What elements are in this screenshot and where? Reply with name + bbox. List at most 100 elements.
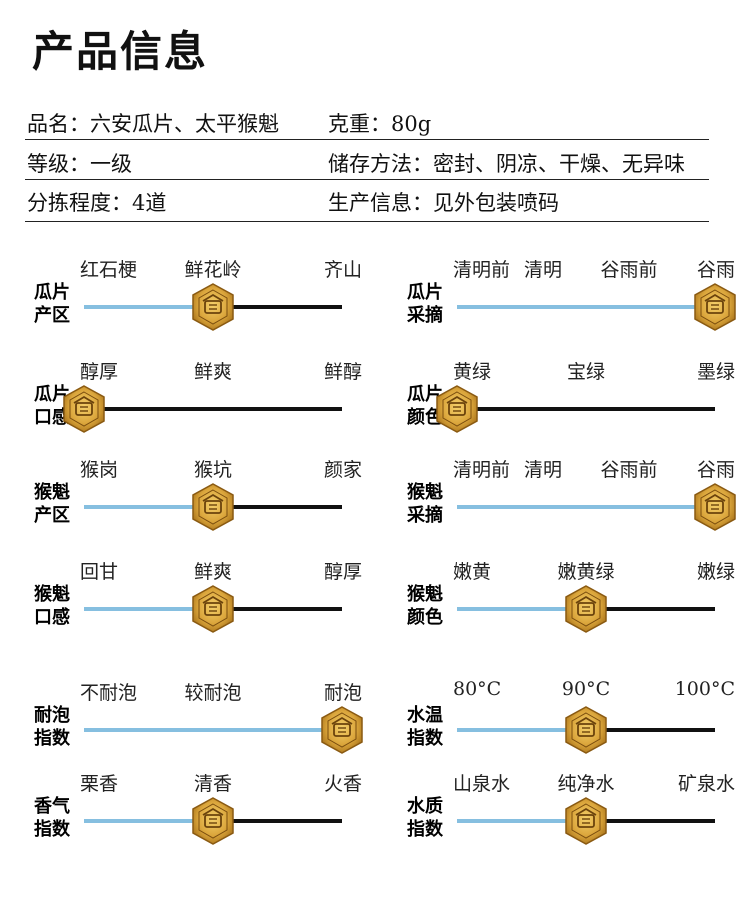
slider-label: 瓜片 颜色 bbox=[395, 383, 455, 429]
info-name-label: 品名： bbox=[27, 112, 90, 136]
slider-label-line: 口感 bbox=[34, 607, 70, 628]
slider-option: 谷雨 bbox=[696, 459, 735, 481]
slider-option: 墨绿 bbox=[696, 361, 735, 383]
hexagon-tea-emblem-icon[interactable] bbox=[62, 385, 106, 433]
hexagon-tea-emblem-icon[interactable] bbox=[191, 283, 235, 331]
slider-label: 瓜片 产区 bbox=[22, 281, 82, 327]
slider-option: 齐山 bbox=[323, 259, 362, 281]
info-weight: 克重：80g bbox=[328, 108, 431, 138]
slider-label: 猴魁 产区 bbox=[22, 481, 82, 527]
slider-水温指数: 水温 指数 80°C 90°C 100°C bbox=[395, 678, 735, 758]
slider-option: 清明 bbox=[523, 459, 563, 481]
slider-option: 鲜爽 bbox=[193, 361, 233, 383]
slider-label: 耐泡 指数 bbox=[22, 704, 82, 750]
slider-瓜片采摘: 瓜片 采摘 清明前 清明 谷雨前 谷雨 bbox=[395, 255, 737, 335]
slider-option: 醇厚 bbox=[80, 361, 119, 383]
hexagon-tea-emblem-icon[interactable] bbox=[191, 585, 235, 633]
slider-option: 80°C bbox=[453, 678, 502, 700]
slider-option: 嫩绿 bbox=[696, 561, 735, 583]
info-grade-label: 等级： bbox=[27, 152, 90, 176]
info-grade: 等级：一级 bbox=[27, 148, 132, 178]
info-name: 品名：六安瓜片、太平猴魁 bbox=[27, 108, 279, 138]
slider-label-line: 香气 bbox=[34, 796, 70, 817]
slider-香气指数: 香气 指数 栗香 清香 火香 bbox=[22, 769, 362, 849]
slider-label-line: 产区 bbox=[34, 305, 70, 326]
slider-option: 耐泡 bbox=[323, 682, 362, 704]
slider-label: 猴魁 采摘 bbox=[395, 481, 455, 527]
info-storage-label: 储存方法： bbox=[328, 152, 433, 176]
slider-option: 猴坑 bbox=[193, 459, 233, 481]
slider-option: 栗香 bbox=[80, 773, 119, 795]
slider-label-line: 猴魁 bbox=[34, 482, 70, 503]
info-grade-value: 一级 bbox=[90, 152, 132, 176]
info-weight-value: 80g bbox=[391, 112, 432, 136]
slider-猴魁产区: 猴魁 产区 猴岗 猴坑 颜家 bbox=[22, 455, 362, 535]
hexagon-tea-emblem-icon[interactable] bbox=[320, 706, 364, 754]
slider-label-line: 耐泡 bbox=[34, 705, 70, 726]
slider-track-filled bbox=[457, 819, 586, 823]
slider-option: 鲜花岭 bbox=[184, 259, 242, 281]
slider-瓜片口感: 瓜片 口感 醇厚 鲜爽 鲜醇 bbox=[22, 357, 362, 437]
slider-label-line: 采摘 bbox=[407, 505, 443, 526]
slider-track-empty bbox=[213, 607, 342, 611]
slider-option: 不耐泡 bbox=[80, 682, 138, 704]
slider-label-line: 采摘 bbox=[407, 305, 443, 326]
slider-option: 嫩黄 bbox=[453, 561, 492, 583]
hexagon-tea-emblem-icon[interactable] bbox=[564, 585, 608, 633]
slider-option: 醇厚 bbox=[323, 561, 362, 583]
info-storage-value: 密封、阴凉、干燥、无异味 bbox=[433, 152, 685, 176]
hexagon-tea-emblem-icon[interactable] bbox=[564, 797, 608, 845]
slider-option: 黄绿 bbox=[453, 361, 492, 383]
slider-label: 猴魁 颜色 bbox=[395, 583, 455, 629]
hexagon-tea-emblem-icon[interactable] bbox=[191, 483, 235, 531]
slider-猴魁采摘: 猴魁 采摘 清明前 清明 谷雨前 谷雨 bbox=[395, 455, 737, 535]
slider-track-empty bbox=[586, 607, 715, 611]
info-production: 生产信息：见外包装喷码 bbox=[328, 187, 559, 217]
hexagon-tea-emblem-icon[interactable] bbox=[435, 385, 479, 433]
divider bbox=[25, 179, 709, 180]
slider-option: 较耐泡 bbox=[184, 682, 242, 704]
slider-track-filled bbox=[457, 505, 715, 509]
slider-option: 宝绿 bbox=[566, 361, 606, 383]
slider-label-line: 口感 bbox=[34, 407, 70, 428]
info-sorting-label: 分拣程度： bbox=[27, 191, 132, 215]
slider-track-filled bbox=[457, 305, 715, 309]
slider-label-line: 产区 bbox=[34, 505, 70, 526]
slider-track-empty bbox=[84, 407, 342, 411]
divider bbox=[25, 139, 709, 140]
slider-瓜片产区: 瓜片 产区 红石梗 鲜花岭 齐山 bbox=[22, 255, 362, 335]
slider-label-line: 指数 bbox=[407, 728, 443, 749]
slider-track-filled bbox=[84, 505, 213, 509]
slider-track-empty bbox=[457, 407, 715, 411]
slider-option: 山泉水 bbox=[453, 773, 511, 795]
slider-track-filled bbox=[84, 607, 213, 611]
slider-猴魁口感: 猴魁 口感 回甘 鲜爽 醇厚 bbox=[22, 557, 362, 637]
slider-label: 水质 指数 bbox=[395, 795, 455, 841]
page-title: 产品信息 bbox=[32, 27, 209, 76]
slider-label-line: 颜色 bbox=[407, 607, 443, 628]
slider-label: 瓜片 采摘 bbox=[395, 281, 455, 327]
slider-track-filled bbox=[84, 728, 342, 732]
slider-label-line: 瓜片 bbox=[407, 282, 443, 303]
slider-label-line: 猴魁 bbox=[407, 584, 443, 605]
hexagon-tea-emblem-icon[interactable] bbox=[693, 283, 737, 331]
slider-option: 谷雨前 bbox=[600, 259, 658, 281]
info-sorting: 分拣程度：4道 bbox=[27, 187, 166, 217]
divider bbox=[25, 221, 709, 222]
info-name-value: 六安瓜片、太平猴魁 bbox=[90, 112, 279, 136]
slider-label: 水温 指数 bbox=[395, 704, 455, 750]
slider-option: 谷雨 bbox=[696, 259, 735, 281]
slider-label: 香气 指数 bbox=[22, 795, 82, 841]
slider-option: 清明前 bbox=[453, 459, 511, 481]
hexagon-tea-emblem-icon[interactable] bbox=[693, 483, 737, 531]
slider-label-line: 指数 bbox=[34, 819, 70, 840]
slider-label-line: 瓜片 bbox=[34, 282, 70, 303]
slider-option: 矿泉水 bbox=[677, 773, 735, 795]
slider-option: 回甘 bbox=[80, 561, 119, 583]
hexagon-tea-emblem-icon[interactable] bbox=[564, 706, 608, 754]
slider-option: 纯净水 bbox=[557, 773, 615, 795]
hexagon-tea-emblem-icon[interactable] bbox=[191, 797, 235, 845]
slider-label-line: 水质 bbox=[407, 796, 443, 817]
slider-track-filled bbox=[84, 305, 213, 309]
slider-label: 瓜片 口感 bbox=[22, 383, 82, 429]
